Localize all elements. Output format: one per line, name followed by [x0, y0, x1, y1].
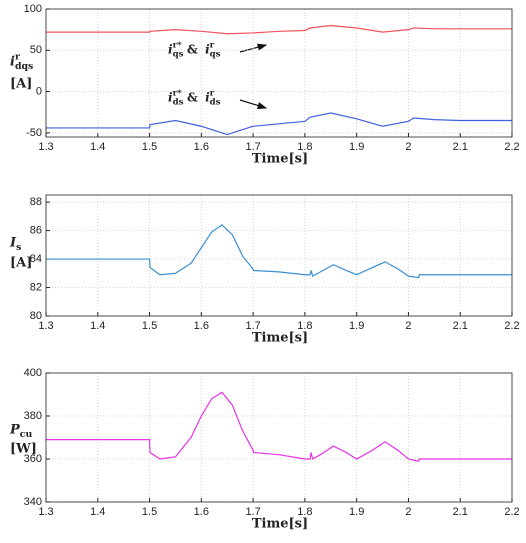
y-axis-unit: [W] [10, 442, 37, 457]
y-tick-label: 400 [24, 367, 42, 379]
y-axis-label: P [9, 423, 21, 438]
y-axis-label: i [10, 55, 15, 70]
annotation: r [210, 41, 215, 51]
x-tick-label: 1.8 [297, 506, 312, 518]
x-tick-label: 1.9 [349, 506, 364, 518]
annotation: i [168, 43, 173, 57]
x-tick-label: 1.8 [297, 320, 312, 332]
y-tick-label: 80 [30, 310, 42, 322]
y-tick-label: 360 [24, 453, 42, 465]
x-tick-label: 1.5 [142, 506, 157, 518]
y-tick-label: 88 [30, 196, 42, 208]
annotation: i [205, 91, 210, 105]
annotation: qs [173, 50, 184, 60]
y-tick-label: 0 [36, 85, 42, 97]
x-axis-label: Time[s] [252, 331, 308, 346]
line-series [46, 224, 512, 279]
y-tick-label: -50 [26, 127, 42, 139]
x-tick-label: 1.8 [297, 141, 312, 153]
y-tick-label: 82 [30, 281, 42, 293]
annotation: i [205, 43, 210, 57]
x-tick-label: 1.7 [245, 320, 260, 332]
axes-frame [45, 372, 513, 503]
line-series [46, 391, 512, 462]
x-tick-label: 1.4 [90, 506, 105, 518]
y-axis-unit: [A] [10, 256, 32, 271]
y-axis-label: cu [20, 429, 33, 440]
annotation: r [210, 89, 215, 99]
arrow [239, 99, 268, 109]
annotation: & [187, 43, 198, 57]
y-axis-label: s [16, 242, 21, 253]
y-tick-label: 340 [24, 496, 42, 508]
x-axis-label: Time[s] [252, 152, 308, 167]
axes-frame [45, 194, 513, 317]
x-tick-label: 2.1 [453, 506, 468, 518]
x-tick-label: 2 [405, 506, 411, 518]
y-tick-label: 100 [24, 3, 42, 15]
x-tick-label: 2.1 [453, 141, 468, 153]
annotation: & [187, 91, 198, 105]
x-tick-label: 1.6 [194, 506, 209, 518]
y-axis-unit: [A] [10, 77, 32, 92]
x-tick-label: 1.9 [349, 141, 364, 153]
annotation: qs [210, 50, 221, 60]
x-axis-label: Time[s] [252, 517, 308, 532]
y-axis-label: dqs [15, 61, 33, 72]
x-tick-label: 1.5 [142, 320, 157, 332]
x-tick-label: 1.5 [142, 141, 157, 153]
axes-frame [45, 8, 513, 138]
x-tick-label: 1.7 [245, 141, 260, 153]
line-series [46, 24, 512, 35]
x-tick-label: 2.2 [504, 506, 519, 518]
annotation: i [168, 91, 173, 105]
x-tick-label: 1.4 [90, 141, 105, 153]
annotation: r* [173, 41, 183, 51]
annotation: ds [173, 98, 184, 108]
y-tick-label: 84 [30, 253, 42, 265]
line-series [46, 112, 512, 136]
annotation: r* [173, 89, 183, 99]
x-tick-label: 1.4 [90, 320, 105, 332]
x-tick-label: 2 [405, 141, 411, 153]
annotation: ds [210, 98, 221, 108]
x-tick-label: 2.2 [504, 320, 519, 332]
y-axis-label: r [15, 51, 21, 62]
x-tick-label: 1.9 [349, 320, 364, 332]
y-tick-label: 50 [30, 44, 42, 56]
x-tick-label: 1.6 [194, 320, 209, 332]
x-tick-label: 1.3 [38, 141, 53, 153]
x-tick-label: 2 [405, 320, 411, 332]
x-tick-label: 1.6 [194, 141, 209, 153]
y-axis-label: I [9, 236, 17, 251]
x-tick-label: 1.3 [38, 320, 53, 332]
x-tick-label: 2.2 [504, 141, 519, 153]
x-tick-label: 2.1 [453, 320, 468, 332]
y-tick-label: 86 [30, 224, 42, 236]
y-tick-label: 380 [24, 410, 42, 422]
x-tick-label: 1.7 [245, 506, 260, 518]
x-tick-label: 1.3 [38, 506, 53, 518]
